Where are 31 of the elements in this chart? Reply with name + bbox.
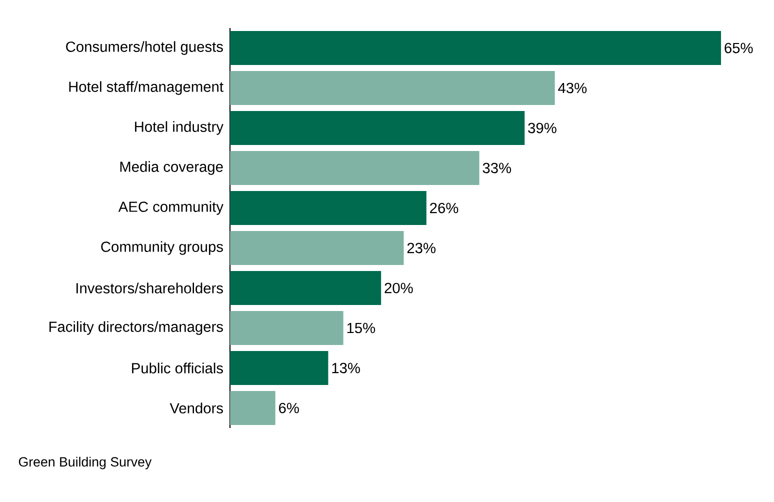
bar <box>230 110 525 145</box>
bar <box>230 231 404 265</box>
bar <box>230 271 382 306</box>
bar <box>230 70 555 105</box>
data-label: 23% <box>407 242 436 254</box>
data-label: 6% <box>279 402 299 414</box>
data-label: 13% <box>332 362 360 374</box>
data-label: 20% <box>384 282 413 294</box>
data-label: 43% <box>558 82 587 94</box>
data-label: 26% <box>430 202 458 214</box>
y-tick-label: Vendors <box>170 402 223 414</box>
data-label: 39% <box>528 122 556 134</box>
y-tick-label: Facility directors/managers <box>49 321 223 335</box>
data-label: 33% <box>482 162 512 174</box>
y-tick-label: Hotel staff/management <box>69 81 224 95</box>
y-tick-label: Hotel industry <box>135 121 224 135</box>
data-label: 15% <box>347 322 376 334</box>
bar <box>230 351 328 386</box>
data-label: 65% <box>724 42 753 54</box>
bar <box>230 311 344 346</box>
y-tick-label: AEC community <box>118 201 224 215</box>
y-tick-label: Public officials <box>132 362 223 374</box>
bar <box>230 150 480 185</box>
y-tick-label: Media coverage <box>120 161 223 175</box>
bar <box>230 191 426 225</box>
y-tick-label: Investors/shareholders <box>76 282 223 294</box>
bar <box>230 391 276 426</box>
bar <box>230 30 722 65</box>
y-tick-label: Community groups <box>101 241 223 255</box>
y-tick-label: Consumers/hotel guests <box>66 41 223 55</box>
text: Green Building Survey <box>18 456 152 470</box>
